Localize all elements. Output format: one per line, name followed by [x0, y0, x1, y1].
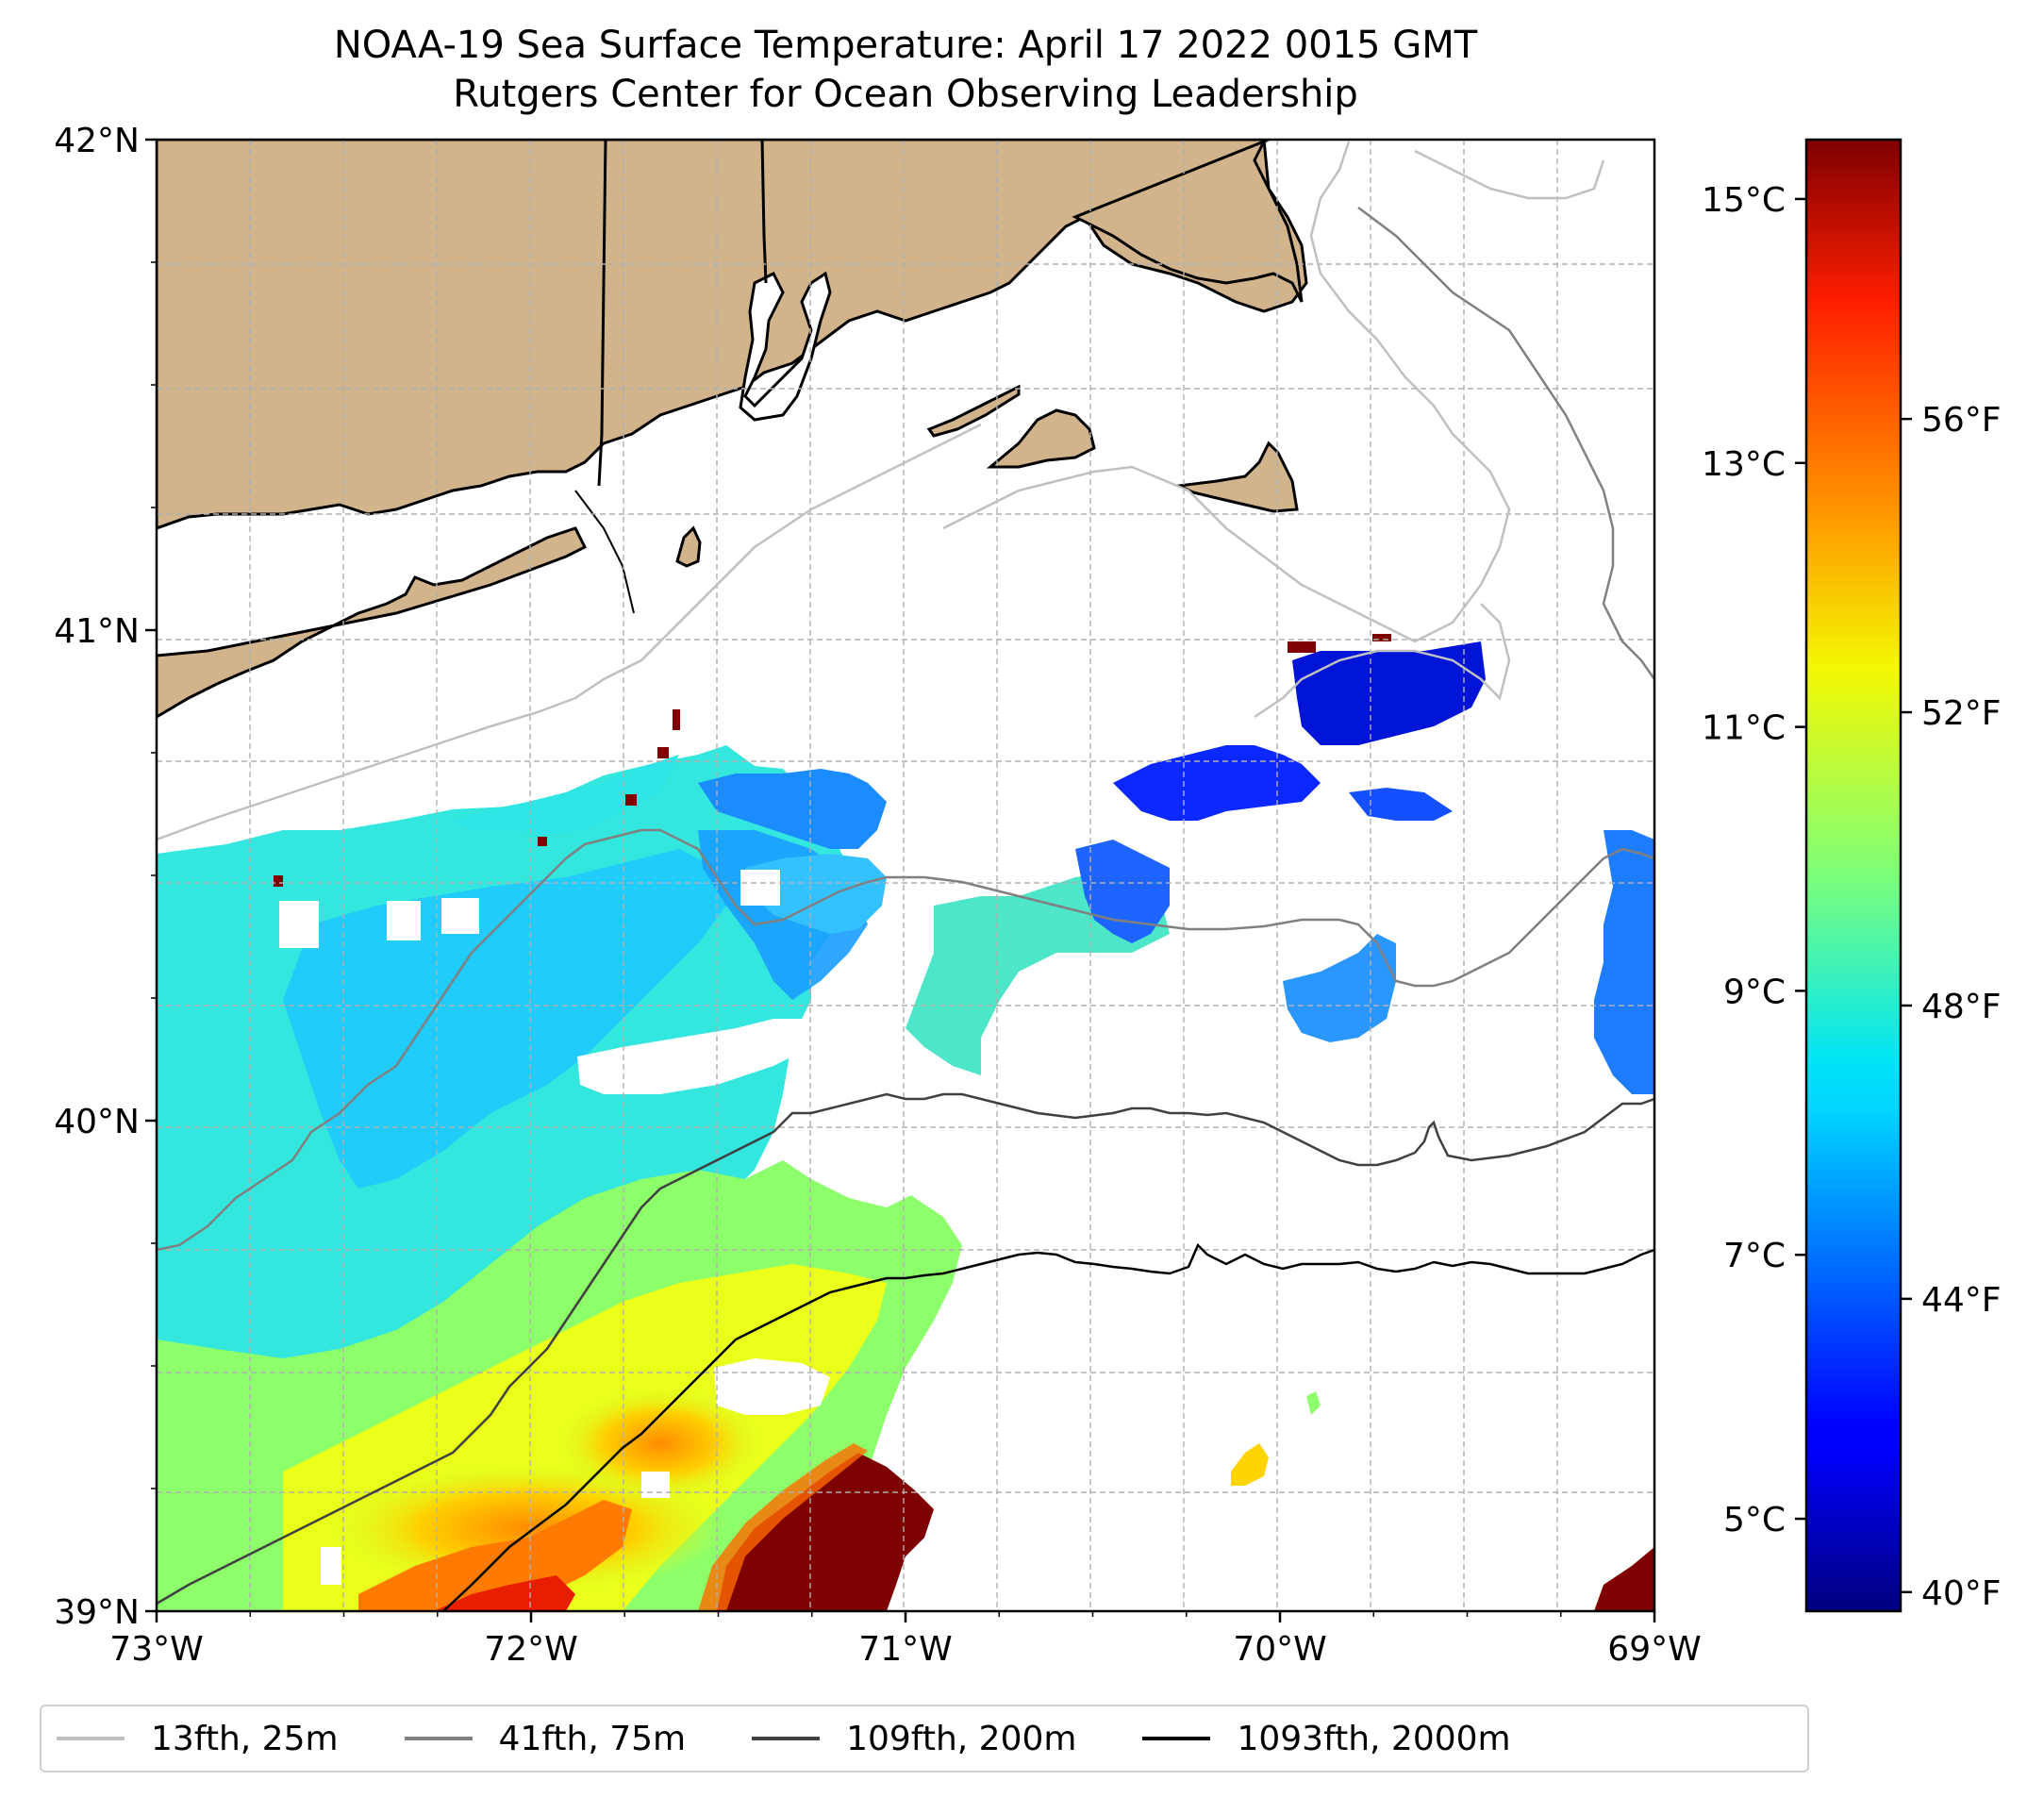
legend-label: 1093fth, 2000m — [1237, 1719, 1511, 1758]
colorbar-ticks: 15°C 13°C 11°C 9°C 7°C 5°C 56°F 52°F 48°F 44°F 40°… — [1702, 181, 2001, 1613]
land-cape-cod — [1072, 140, 1304, 303]
title-block: NOAA-19 Sea Surface Temperature: April 1… — [0, 21, 1811, 119]
lon-tick-label: 72°W — [484, 1630, 577, 1669]
fahrenheit-tick-label: 52°F — [1921, 694, 2002, 733]
sst-speck — [1288, 641, 1316, 653]
land-long-island — [157, 526, 588, 719]
celsius-tick-label: 9°C — [1723, 973, 1786, 1011]
cloud-gap-2 — [779, 1094, 953, 1207]
celsius-tick-label: 13°C — [1702, 445, 1786, 484]
legend-label: 41fth, 75m — [498, 1719, 687, 1758]
legend-item: 109fth, 200m — [752, 1720, 1076, 1758]
legend-swatch — [1142, 1737, 1211, 1740]
map-title: NOAA-19 Sea Surface Temperature: April 1… — [333, 24, 1478, 67]
sst-gulfstream-edge — [698, 1443, 868, 1611]
sst-se-corner-core — [1594, 1547, 1654, 1611]
cloud-gap-9 — [641, 1472, 670, 1498]
map-ticks: 42°N 41°N 40°N 39°N73°W 72°W 71°W 70°W 69°W — [54, 122, 1701, 1669]
cloud-gap-4 — [279, 901, 319, 948]
contour-2000m — [442, 1242, 1654, 1611]
colorbar — [1804, 138, 1903, 1613]
sst-speck — [538, 837, 547, 846]
land-elizabeth-islands — [926, 384, 1021, 438]
lon-tick-label: 69°W — [1607, 1630, 1701, 1669]
sst-speck — [1372, 634, 1391, 641]
legend-item: 41fth, 75m — [404, 1719, 687, 1758]
cloud-gap-7 — [740, 870, 780, 906]
land-narragansett-bay — [739, 271, 832, 422]
gridlines — [157, 140, 1654, 1611]
land-nantucket — [1173, 441, 1299, 513]
legend-label: 109fth, 200m — [846, 1719, 1077, 1758]
cloud-gap-6 — [441, 898, 479, 934]
sst-small-green-patch — [1306, 1391, 1321, 1415]
cloud-gap-1 — [577, 1019, 811, 1094]
sst-north-cyan-patch — [453, 755, 679, 835]
state-border-ct-ri — [597, 140, 607, 487]
lat-tick-label: 40°N — [54, 1103, 140, 1141]
cloud-gap-8 — [321, 1547, 341, 1585]
map-content — [157, 140, 1654, 1611]
contour-25m — [157, 141, 1605, 841]
lon-tick-label: 70°W — [1233, 1630, 1326, 1669]
celsius-tick-label: 15°C — [1702, 181, 1786, 220]
land-marthas-vineyard — [986, 408, 1096, 469]
sst-warm-eddy-2 — [557, 1387, 764, 1500]
lat-tick-label: 39°N — [54, 1593, 140, 1632]
legend-item: 1093fth, 2000m — [1142, 1719, 1511, 1758]
sst-northeast-darkblue-patch — [1292, 641, 1486, 745]
sst-speck — [657, 747, 669, 758]
sst-red-core — [434, 1575, 575, 1611]
legend: 13fth, 25m 41fth, 75m 109fth, 200m 1093fth,… — [40, 1705, 1809, 1772]
legend-item: 13fth, 25m — [57, 1720, 339, 1758]
fahrenheit-tick-label: 56°F — [1921, 401, 2002, 440]
sst-speck — [625, 794, 637, 806]
land-block-island — [675, 525, 702, 568]
sst-northeast-blue-patch-2 — [1349, 788, 1453, 821]
sst-small-yellow-patch — [1231, 1443, 1269, 1486]
state-border-ri-ma — [760, 140, 768, 284]
fahrenheit-tick-label: 44°F — [1921, 1281, 2002, 1320]
sst-blue-patch-1 — [698, 769, 887, 849]
sst-gulfstream-core — [717, 1453, 934, 1611]
ny-border — [574, 490, 635, 614]
sst-speck — [673, 709, 680, 730]
sst-northeast-blue-patch — [1113, 745, 1321, 821]
legend-swatch — [404, 1737, 473, 1740]
legend-swatch — [57, 1737, 125, 1740]
lat-tick-label: 41°N — [54, 612, 140, 651]
legend-swatch — [752, 1737, 821, 1740]
map-subtitle: Rutgers Center for Ocean Observing Leade… — [453, 73, 1358, 116]
legend-label: 13fth, 25m — [151, 1719, 339, 1758]
cloud-gap-5 — [387, 901, 421, 940]
celsius-tick-label: 11°C — [1702, 709, 1786, 748]
sst-blue-patch-2 — [745, 854, 887, 934]
contour-200m — [157, 1092, 1654, 1606]
fahrenheit-tick-label: 40°F — [1921, 1574, 2002, 1613]
contour-75m — [157, 207, 1654, 1252]
sst-east-blue-patch — [1594, 830, 1654, 1094]
celsius-tick-label: 7°C — [1723, 1237, 1786, 1275]
sst-speck — [274, 875, 283, 887]
lat-tick-label: 42°N — [54, 122, 140, 160]
sst-mid-blue-patch — [1283, 934, 1396, 1042]
lon-tick-label: 73°W — [109, 1630, 203, 1669]
fahrenheit-tick-label: 48°F — [1921, 988, 2002, 1026]
celsius-tick-label: 5°C — [1723, 1501, 1786, 1539]
lon-tick-label: 71°W — [858, 1630, 952, 1669]
